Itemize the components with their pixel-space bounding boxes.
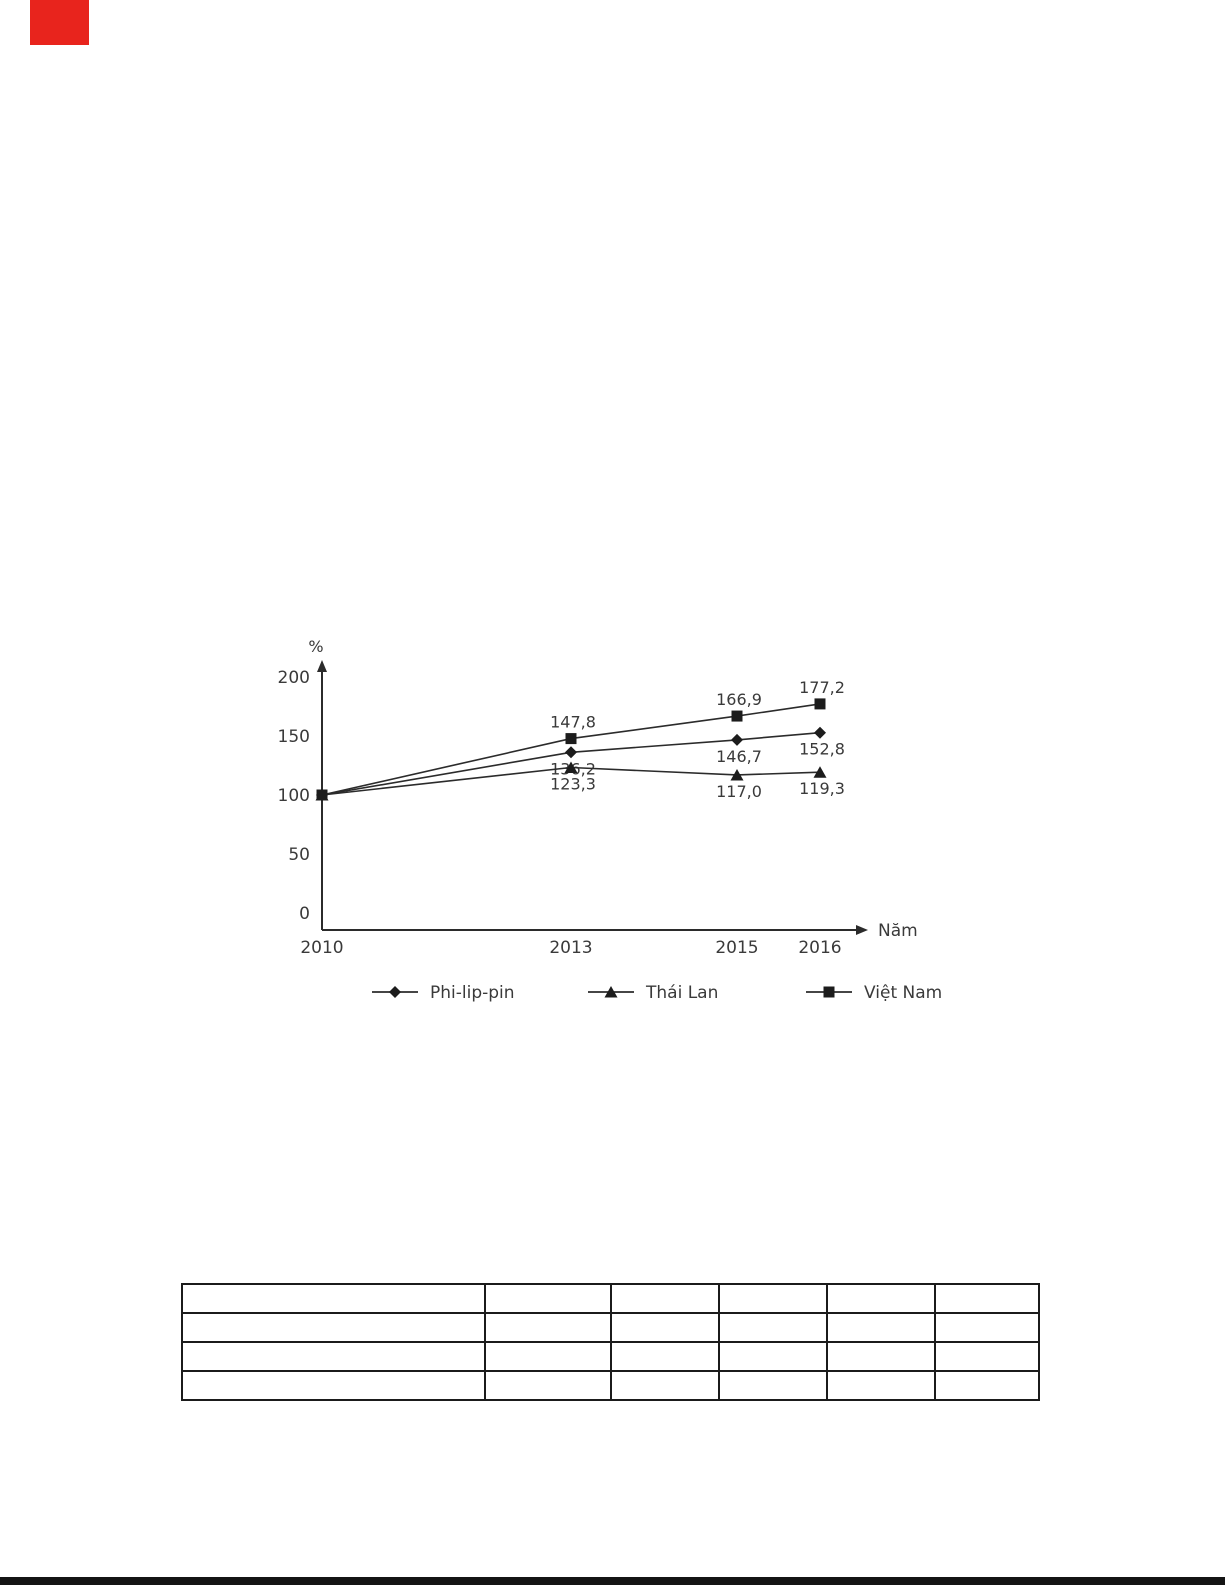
table-cell <box>718 1370 828 1401</box>
table-cell <box>181 1312 486 1343</box>
y-tick-label: 0 <box>299 904 310 924</box>
data-point-marker <box>565 746 577 759</box>
table-cell <box>826 1312 936 1343</box>
table-cell <box>934 1312 1040 1343</box>
y-axis-unit-label: % <box>308 637 323 656</box>
table-cell <box>610 1370 720 1401</box>
table-cell <box>826 1283 936 1314</box>
data-point-marker <box>731 733 743 746</box>
series-line-Phi-lip-pin <box>321 731 821 796</box>
table-cell <box>181 1283 486 1314</box>
table-cell <box>934 1370 1040 1401</box>
legend-triangle-icon <box>604 986 618 998</box>
table-cell <box>610 1312 720 1343</box>
data-point-marker <box>565 733 577 745</box>
y-axis-arrow-icon <box>317 660 327 672</box>
data-point-label: 177,2 <box>799 678 845 697</box>
table-cell <box>718 1312 828 1343</box>
table-cell <box>181 1370 486 1401</box>
table-cell <box>484 1283 612 1314</box>
data-point-label: 119,3 <box>799 779 845 798</box>
data-point-marker <box>814 726 826 739</box>
table-cell <box>484 1312 612 1343</box>
y-tick-label: 200 <box>278 668 310 688</box>
red-marker-block <box>30 0 89 45</box>
table-row <box>181 1370 1040 1401</box>
data-point-label: 123,3 <box>550 775 596 794</box>
x-tick-label: 2010 <box>300 938 343 958</box>
data-point-marker <box>730 768 744 781</box>
line-chart: %Năm0501001502002010201320152016136,2146… <box>278 637 943 1003</box>
data-point-marker <box>814 698 826 710</box>
table-cell <box>826 1370 936 1401</box>
y-tick-label: 50 <box>288 845 310 865</box>
blank-data-table <box>181 1283 1040 1401</box>
table-cell <box>181 1341 486 1372</box>
x-tick-label: 2015 <box>715 938 758 958</box>
table-cell <box>934 1283 1040 1314</box>
data-point-label: 152,8 <box>799 740 845 759</box>
series-line-Thái Lan <box>321 766 821 796</box>
legend-label: Việt Nam <box>864 983 942 1003</box>
table-cell <box>484 1370 612 1401</box>
legend-label: Phi-lip-pin <box>430 983 515 1003</box>
x-axis-arrow-icon <box>856 925 868 935</box>
x-tick-label: 2013 <box>549 938 592 958</box>
table-cell <box>934 1341 1040 1372</box>
series-line-Việt Nam <box>321 703 821 796</box>
table-row <box>181 1283 1040 1314</box>
table-cell <box>826 1341 936 1372</box>
table-row <box>181 1312 1040 1343</box>
legend-label: Thái Lan <box>645 983 718 1003</box>
table-cell <box>610 1341 720 1372</box>
table-cell <box>610 1283 720 1314</box>
data-point-marker <box>564 761 578 774</box>
data-point-marker <box>316 789 328 801</box>
table-cell <box>484 1341 612 1372</box>
data-point-label: 147,8 <box>550 713 596 732</box>
table-row <box>181 1341 1040 1372</box>
x-axis-title: Năm <box>878 921 918 941</box>
data-point-label: 166,9 <box>716 690 762 709</box>
table-cell <box>718 1341 828 1372</box>
legend-diamond-icon <box>389 986 401 998</box>
page-bottom-divider <box>0 1577 1225 1585</box>
data-point-marker <box>731 710 743 722</box>
y-tick-label: 150 <box>278 727 310 747</box>
data-point-label: 146,7 <box>716 747 762 766</box>
legend-square-icon <box>823 986 835 998</box>
y-tick-label: 100 <box>278 786 310 806</box>
data-point-marker <box>813 766 827 778</box>
data-point-label: 117,0 <box>716 782 762 801</box>
table-cell <box>718 1283 828 1314</box>
x-tick-label: 2016 <box>798 938 841 958</box>
